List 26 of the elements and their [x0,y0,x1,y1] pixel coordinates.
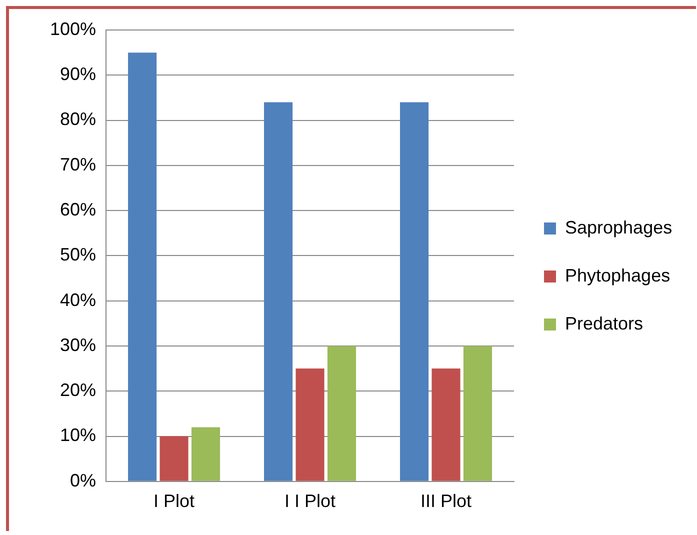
bar [264,102,293,481]
bar [432,368,460,481]
x-tick-label: III Plot [420,491,472,512]
bar [463,346,492,481]
legend-label: Phytophages [565,265,670,286]
y-tick-label: 100% [50,18,96,39]
bar [296,368,324,481]
y-tick-label: 50% [60,244,96,265]
y-tick-label: 40% [60,290,96,310]
legend-label: Predators [565,313,644,334]
y-tick-label: 30% [60,334,96,355]
bar [160,436,188,481]
y-tick-label: 0% [70,470,96,490]
x-tick-label: I Plot [154,491,195,512]
bar [128,52,157,481]
legend-label: Saprophages [565,217,672,238]
y-tick-label: 20% [60,380,96,400]
y-tick-label: 10% [60,425,96,446]
bar [327,346,356,481]
y-tick-label: 80% [60,109,96,130]
x-tick-label: I I Plot [284,491,336,512]
bar [191,427,220,481]
y-tick-label: 70% [60,154,96,174]
y-tick-label: 90% [60,64,96,84]
bar [400,102,429,481]
y-tick-label: 60% [60,200,96,220]
